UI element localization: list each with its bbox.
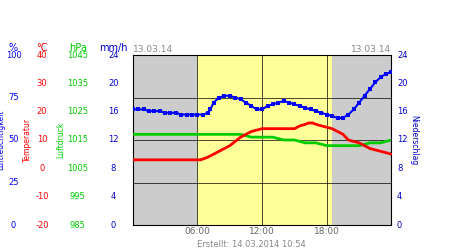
Text: -10: -10 [35, 192, 49, 201]
Text: 24: 24 [397, 50, 407, 59]
Text: hPa: hPa [69, 43, 87, 53]
Text: 8: 8 [111, 164, 116, 173]
Text: 16: 16 [397, 107, 408, 116]
Text: 0: 0 [11, 220, 16, 230]
Text: Luftfeuchtigkeit: Luftfeuchtigkeit [0, 110, 5, 170]
Text: Erstellt: 14.03.2014 10:54: Erstellt: 14.03.2014 10:54 [198, 240, 306, 249]
Text: 10: 10 [36, 136, 47, 144]
Text: 16: 16 [108, 107, 119, 116]
Text: 40: 40 [36, 50, 47, 59]
Text: 1005: 1005 [68, 164, 88, 173]
Text: 20: 20 [397, 79, 407, 88]
Text: 50: 50 [8, 136, 19, 144]
Text: 1025: 1025 [68, 107, 88, 116]
Text: 100: 100 [5, 50, 22, 59]
Text: 12: 12 [397, 136, 407, 144]
Text: 1045: 1045 [68, 50, 88, 59]
Text: 24: 24 [108, 50, 119, 59]
Text: -20: -20 [35, 220, 49, 230]
Text: 20: 20 [36, 107, 47, 116]
Text: 0: 0 [111, 220, 116, 230]
Text: 12: 12 [108, 136, 119, 144]
Text: 13.03.14: 13.03.14 [133, 45, 173, 54]
Text: 8: 8 [397, 164, 402, 173]
Text: 985: 985 [70, 220, 86, 230]
Bar [198, 55, 332, 225]
Text: 4: 4 [397, 192, 402, 201]
Text: Temperatur: Temperatur [23, 118, 32, 162]
Text: 25: 25 [8, 178, 19, 187]
Text: mm/h: mm/h [99, 43, 128, 53]
Text: 75: 75 [8, 93, 19, 102]
Text: 30: 30 [36, 79, 47, 88]
Text: %: % [9, 43, 18, 53]
Text: 1035: 1035 [68, 79, 88, 88]
Text: °C: °C [36, 43, 48, 53]
Text: 995: 995 [70, 192, 86, 201]
Text: 4: 4 [111, 192, 116, 201]
Text: 13.03.14: 13.03.14 [351, 45, 392, 54]
Text: Luftdruck: Luftdruck [56, 122, 65, 158]
Text: 0: 0 [39, 164, 45, 173]
Text: Niederschlag: Niederschlag [410, 115, 418, 165]
Text: 1015: 1015 [68, 136, 88, 144]
Text: 20: 20 [108, 79, 119, 88]
Text: 0: 0 [397, 220, 402, 230]
